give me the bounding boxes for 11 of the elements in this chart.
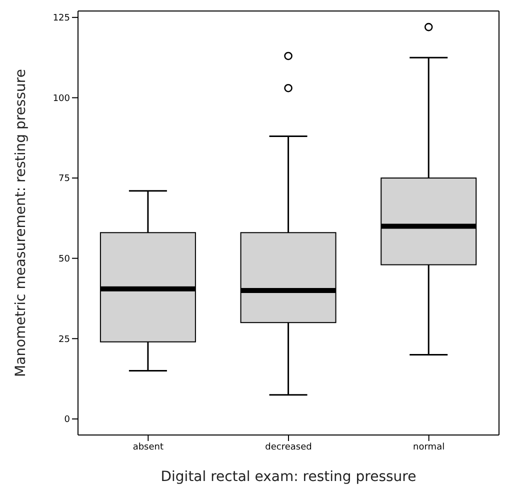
x-tick-label: normal bbox=[413, 442, 445, 452]
y-tick-label: 50 bbox=[58, 254, 70, 265]
y-tick-label: 75 bbox=[58, 174, 70, 184]
x-axis-title: Digital rectal exam: resting pressure bbox=[160, 469, 416, 485]
y-tick-label: 125 bbox=[52, 14, 70, 24]
x-tick-label: decreased bbox=[265, 442, 312, 452]
x-tick-label: absent bbox=[132, 442, 164, 452]
y-tick-label: 0 bbox=[64, 415, 70, 426]
y-tick-label: 100 bbox=[52, 94, 70, 104]
y-axis-title: Manometric measurement: resting pressure bbox=[12, 69, 29, 377]
y-tick-label: 25 bbox=[58, 334, 70, 345]
